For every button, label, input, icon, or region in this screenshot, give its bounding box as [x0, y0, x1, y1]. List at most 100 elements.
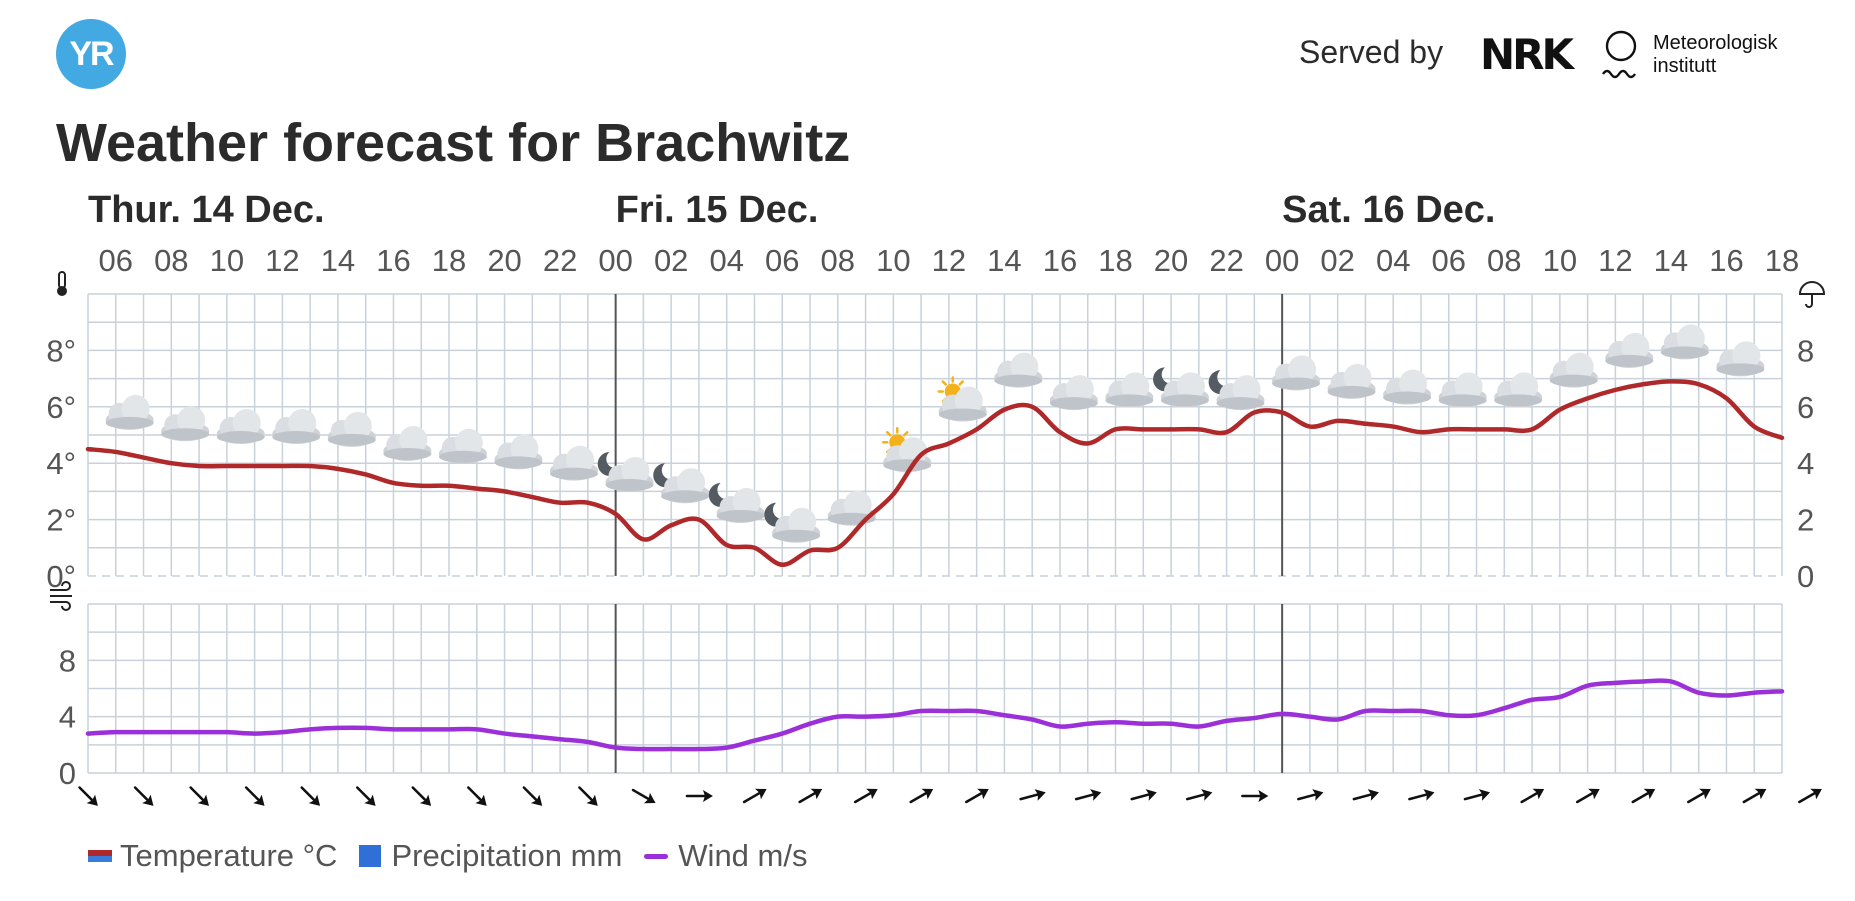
wind-direction-arrow-icon — [244, 786, 265, 806]
cloud-part — [883, 459, 932, 472]
hour-tick-label: 08 — [1487, 243, 1521, 278]
cloud-part — [1676, 324, 1705, 353]
cloud-part — [121, 394, 150, 423]
arrow-head — [1367, 789, 1379, 801]
cloud-part — [1716, 363, 1765, 376]
wind-direction-arrow-icon — [1352, 789, 1379, 801]
series — [85, 379, 1785, 752]
legend-item-precipitation[interactable]: Precipitation mm — [359, 838, 622, 874]
partly-cloudy-day-icon — [937, 376, 987, 422]
arrow-head — [1034, 789, 1046, 801]
legend-label-precipitation: Precipitation mm — [391, 838, 623, 873]
met-line-1: Meteorologisk — [1653, 32, 1778, 54]
wind-arrows — [78, 786, 1822, 806]
wind-direction-arrow-icon — [300, 786, 321, 806]
wind-stroke — [50, 601, 71, 611]
wind-direction-arrow-icon — [1575, 788, 1600, 804]
cloud-part — [1105, 394, 1154, 407]
hour-tick-label: 06 — [1432, 243, 1466, 278]
cloud-part — [1065, 375, 1094, 404]
wind-direction-arrow-icon — [909, 788, 934, 804]
cloud-part — [1176, 372, 1205, 401]
cloud-part — [288, 409, 317, 438]
umbrella-icon — [1798, 281, 1826, 308]
arrow-head — [702, 790, 713, 802]
cloudy-icon — [1383, 369, 1432, 405]
cloud-part — [510, 434, 539, 463]
cloudy-icon — [161, 406, 210, 442]
wind-direction-arrow-icon — [1520, 788, 1545, 804]
arrow-head — [1201, 789, 1213, 801]
cloudy-icon — [1605, 332, 1654, 368]
hour-tick-label: 10 — [876, 243, 910, 278]
wind-direction-arrow-icon — [467, 786, 487, 806]
hour-tick-label: 02 — [654, 243, 688, 278]
cloudy-icon — [1494, 372, 1543, 408]
arrow-head — [1423, 789, 1435, 801]
cloud-part — [1288, 355, 1317, 384]
arrow-head — [1145, 789, 1157, 801]
precipitation-tick-label: 8 — [1797, 333, 1814, 368]
wind-tick-label: 4 — [59, 700, 76, 735]
cloud-part — [399, 425, 428, 454]
cloud-part — [232, 409, 261, 438]
cloud-part — [161, 428, 210, 441]
temperature-tick-label: 8° — [46, 333, 76, 368]
hour-tick-label: 18 — [1098, 243, 1132, 278]
legend-label-wind: Wind m/s — [678, 838, 808, 873]
hour-tick-label: 12 — [932, 243, 966, 278]
cloud-part — [677, 468, 706, 497]
cloud-part — [1216, 397, 1265, 410]
legend-swatch-wind — [644, 853, 669, 859]
legend-item-temperature[interactable]: Temperature °C — [88, 838, 337, 874]
precipitation-tick-label: 2 — [1797, 503, 1814, 538]
cloudy-icon — [549, 445, 598, 481]
cloud-part — [732, 487, 761, 516]
hour-tick-label: 04 — [1376, 243, 1410, 278]
met-institute-logo-icon[interactable] — [1601, 28, 1641, 88]
cloud-part — [105, 416, 154, 429]
nrk-logo[interactable]: NRK — [1480, 30, 1574, 79]
hour-tick-label: 08 — [154, 243, 188, 278]
cloud-part — [454, 428, 483, 457]
day-label: Thur. 14 Dec. — [88, 189, 325, 231]
yr-logo[interactable]: YR — [56, 19, 126, 89]
wind-direction-arrow-icon — [1297, 789, 1324, 801]
cloud-part — [772, 529, 821, 542]
arrow-head — [1588, 788, 1600, 800]
cloud-part — [1454, 372, 1483, 401]
page-title: Weather forecast for Brachwitz — [56, 113, 851, 173]
cloud-part — [938, 408, 987, 421]
arrow-head — [1643, 788, 1656, 800]
wind-direction-arrow-icon — [133, 786, 154, 806]
legend: Temperature °C Precipitation mm Wind m/s — [88, 838, 829, 874]
thermometer-tube — [58, 271, 66, 289]
cloud-part — [621, 456, 650, 485]
arrow-head — [977, 788, 989, 800]
served-by-label: Served by — [1299, 34, 1444, 70]
met-institute-logo-text: Meteorologisk institutt — [1653, 32, 1813, 78]
cloudy-icon — [272, 409, 321, 445]
legend-item-wind[interactable]: Wind m/s — [644, 838, 807, 874]
wind-tick-label: 0 — [59, 756, 76, 791]
sun-ray — [941, 380, 947, 386]
y-axes: 0° 2° 4° 6° 8° 0 2 4 6 8 0 4 8 — [46, 271, 1826, 791]
cloud-part — [1160, 394, 1209, 407]
cloud-part — [438, 450, 487, 463]
wind-direction-arrow-icon — [1019, 789, 1046, 801]
thermometer-bulb — [57, 286, 67, 296]
hour-tick-label: 06 — [765, 243, 799, 278]
day-label: Fri. 15 Dec. — [616, 189, 819, 231]
hour-tick-label: 10 — [210, 243, 244, 278]
wind-direction-arrow-icon — [1074, 789, 1102, 801]
cloudy-icon — [438, 428, 487, 464]
day-label: Sat. 16 Dec. — [1282, 189, 1495, 231]
wind-direction-arrow-icon — [1130, 789, 1157, 801]
grid — [87, 293, 1783, 774]
hour-tick-label: 14 — [987, 243, 1021, 278]
partly-cloudy-night-icon — [597, 451, 654, 492]
temperature-tick-label: 0° — [46, 559, 76, 594]
wind-direction-arrow-icon — [1631, 788, 1656, 804]
cloud-part — [327, 433, 376, 446]
precipitation-tick-label: 4 — [1797, 446, 1814, 481]
